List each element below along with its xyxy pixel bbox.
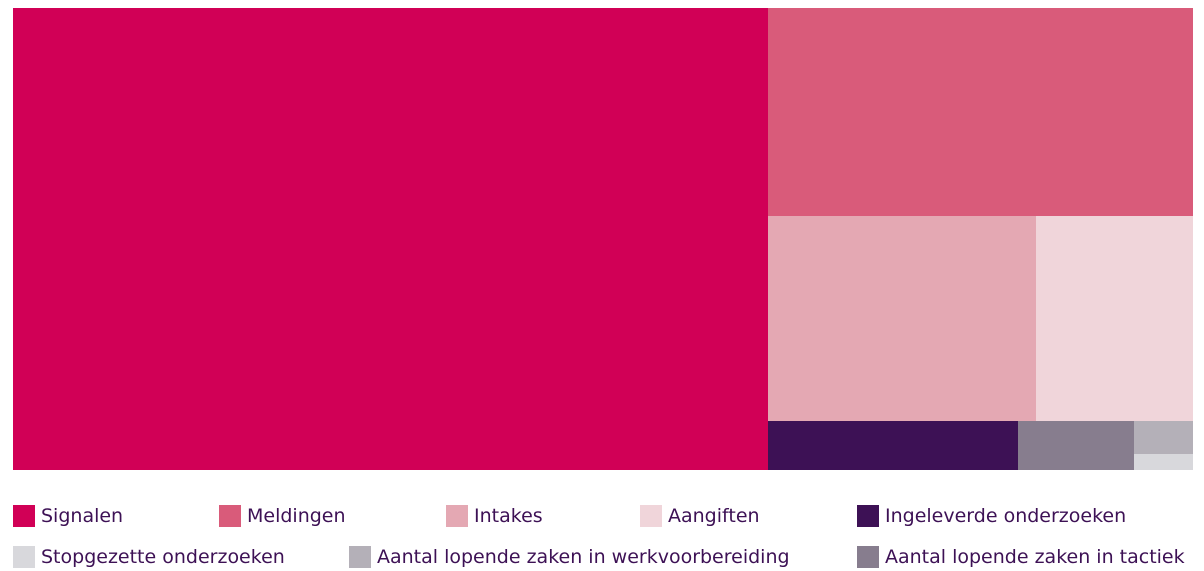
legend-item-aangiften: Aangiften bbox=[640, 504, 760, 528]
treemap-cell-intakes bbox=[768, 215, 1036, 421]
legend-label-meldingen: Meldingen bbox=[247, 505, 346, 527]
legend-label-ingeleverde-onderzoeken: Ingeleverde onderzoeken bbox=[885, 505, 1127, 527]
treemap-cell-ingeleverde-onderzoeken bbox=[768, 420, 1018, 470]
treemap-cell-signalen bbox=[13, 8, 769, 470]
legend-swatch-signalen bbox=[13, 505, 35, 527]
legend-item-ingeleverde-onderzoeken: Ingeleverde onderzoeken bbox=[857, 504, 1126, 528]
legend-swatch-tactiek bbox=[857, 546, 879, 568]
legend-item-tactiek: Aantal lopende zaken in tactiek bbox=[857, 545, 1185, 569]
treemap-cell-aantal-lopende-zaken-in-tactiek bbox=[1017, 420, 1134, 470]
legend-label-werkvoorbereiding: Aantal lopende zaken in werkvoorbereidin… bbox=[377, 546, 790, 568]
legend-swatch-aangiften bbox=[640, 505, 662, 527]
legend-item-stopgezette-onderzoeken: Stopgezette onderzoeken bbox=[13, 545, 285, 569]
legend-item-werkvoorbereiding: Aantal lopende zaken in werkvoorbereidin… bbox=[349, 545, 790, 569]
legend-swatch-meldingen bbox=[219, 505, 241, 527]
legend-item-intakes: Intakes bbox=[446, 504, 543, 528]
treemap-cell-meldingen bbox=[768, 8, 1193, 216]
treemap-cell-aantal-lopende-zaken-in-werkvoorbereiding bbox=[1133, 420, 1193, 455]
legend-swatch-ingeleverde-onderzoeken bbox=[857, 505, 879, 527]
legend-label-signalen: Signalen bbox=[41, 505, 124, 527]
legend-swatch-werkvoorbereiding bbox=[349, 546, 371, 568]
treemap-cell-stopgezette-onderzoeken bbox=[1133, 454, 1193, 470]
legend-swatch-stopgezette-onderzoeken bbox=[13, 546, 35, 568]
legend-label-aangiften: Aangiften bbox=[668, 505, 760, 527]
treemap-plot bbox=[13, 8, 1193, 470]
legend-swatch-intakes bbox=[446, 505, 468, 527]
legend-label-stopgezette-onderzoeken: Stopgezette onderzoeken bbox=[41, 546, 285, 568]
treemap-cell-aangiften bbox=[1035, 215, 1193, 421]
legend-item-meldingen: Meldingen bbox=[219, 504, 346, 528]
legend-item-signalen: Signalen bbox=[13, 504, 123, 528]
legend-label-intakes: Intakes bbox=[474, 505, 543, 527]
legend-label-tactiek: Aantal lopende zaken in tactiek bbox=[885, 546, 1185, 568]
